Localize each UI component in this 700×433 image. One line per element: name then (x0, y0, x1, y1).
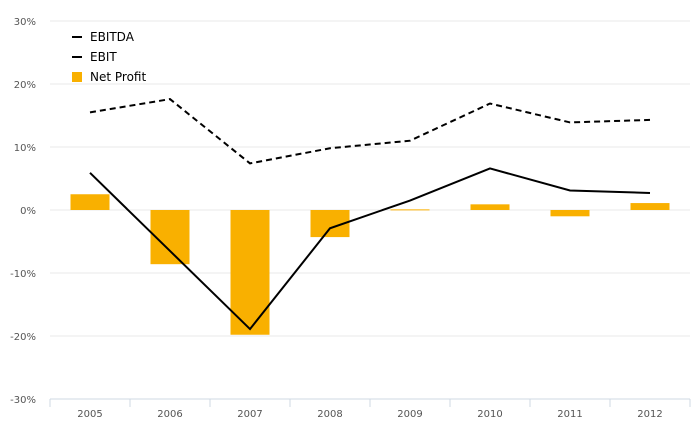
net-profit-bar (550, 210, 590, 217)
net-profit-bar (390, 209, 430, 211)
x-tick-label: 2008 (317, 409, 342, 420)
x-tick-label: 2010 (477, 409, 502, 420)
x-tick-label: 2006 (157, 409, 182, 420)
ebit-line (89, 167, 651, 331)
x-tick-label: 2005 (77, 409, 102, 420)
legend-bar-swatch (72, 72, 82, 82)
legend-dashed-line-swatch (72, 36, 82, 38)
x-tick-label: 2012 (637, 409, 662, 420)
legend: EBITDA EBIT Net Profit (72, 27, 146, 87)
ebitda-line (89, 98, 651, 165)
legend-item-net-profit: Net Profit (72, 67, 146, 87)
y-tick-label: 30% (14, 17, 36, 28)
net-profit-bar (470, 204, 510, 210)
legend-label-ebitda: EBITDA (90, 30, 134, 44)
net-profit-bar (70, 194, 110, 210)
y-tick-label: -30% (10, 395, 36, 406)
x-tick-label: 2011 (557, 409, 582, 420)
net-profit-bar (630, 203, 670, 210)
legend-solid-line-swatch (72, 56, 82, 58)
y-tick-label: 0% (20, 206, 36, 217)
y-tick-label: 20% (14, 80, 36, 91)
legend-item-ebitda: EBITDA (72, 27, 146, 47)
legend-item-ebit: EBIT (72, 47, 146, 67)
y-tick-label: -20% (10, 332, 36, 343)
x-tick-label: 2007 (237, 409, 262, 420)
legend-label-ebit: EBIT (90, 50, 117, 64)
legend-label-net-profit: Net Profit (90, 70, 147, 84)
y-tick-label: -10% (10, 269, 36, 280)
y-tick-label: 10% (14, 143, 36, 154)
x-tick-label: 2009 (397, 409, 422, 420)
